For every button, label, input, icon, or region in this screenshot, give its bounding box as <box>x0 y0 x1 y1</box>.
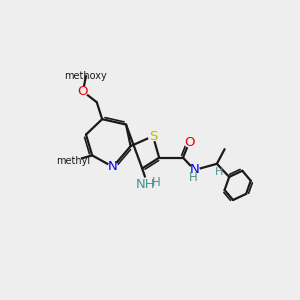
Text: H: H <box>152 176 161 189</box>
Circle shape <box>141 178 154 191</box>
Circle shape <box>67 154 81 168</box>
Text: O: O <box>78 85 88 98</box>
Circle shape <box>190 165 199 175</box>
Text: methoxy: methoxy <box>64 71 107 81</box>
Text: N: N <box>190 164 200 176</box>
Text: N: N <box>108 160 118 173</box>
Text: S: S <box>149 130 157 142</box>
Circle shape <box>108 162 118 172</box>
Text: H: H <box>215 167 224 177</box>
Text: methyl: methyl <box>57 156 91 166</box>
Text: NH: NH <box>136 178 156 191</box>
Text: O: O <box>184 136 194 149</box>
Circle shape <box>78 87 88 96</box>
Circle shape <box>148 131 158 141</box>
Text: H: H <box>189 171 197 184</box>
Circle shape <box>184 138 194 147</box>
